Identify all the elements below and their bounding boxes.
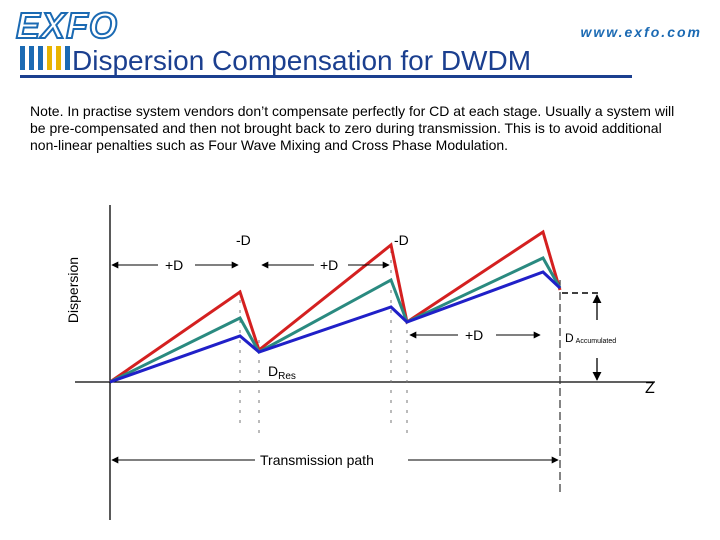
series-line-blue (109, 270, 562, 384)
page-title: Dispersion Compensation for DWDM (72, 45, 532, 76)
plus-d-label-1: +D (165, 257, 183, 273)
title-bar-3 (38, 46, 43, 70)
title-bar-6 (65, 46, 70, 70)
title-bar-5 (56, 46, 61, 70)
note-paragraph: Note. In practise system vendors don’t c… (30, 103, 675, 153)
plus-d-label-3: +D (465, 327, 483, 343)
d-res-label: DRes (268, 363, 296, 382)
d-acc-label: D Accumulated (565, 331, 616, 345)
minus-d-label-2: -D (394, 232, 409, 248)
d-res-sub: Res (278, 371, 296, 382)
website-url: www.exfo.com (580, 24, 702, 40)
y-axis-label: Dispersion (65, 257, 81, 323)
title-bar-2 (29, 46, 34, 70)
title-underline (20, 75, 632, 78)
transmission-path-label: Transmission path (260, 452, 374, 468)
series-line-teal (109, 256, 562, 384)
x-axis-label: Z (645, 380, 655, 397)
title-bar-4 (47, 46, 52, 70)
exfo-logo: EXFO (15, 5, 119, 47)
plus-d-label-2: +D (320, 257, 338, 273)
minus-d-label-1: -D (236, 232, 251, 248)
d-acc-main: D (565, 331, 574, 345)
d-res-main: D (268, 363, 278, 379)
d-acc-sub: Accumulated (576, 338, 617, 345)
series-line-red (109, 229, 562, 384)
title-bar-1 (20, 46, 25, 70)
